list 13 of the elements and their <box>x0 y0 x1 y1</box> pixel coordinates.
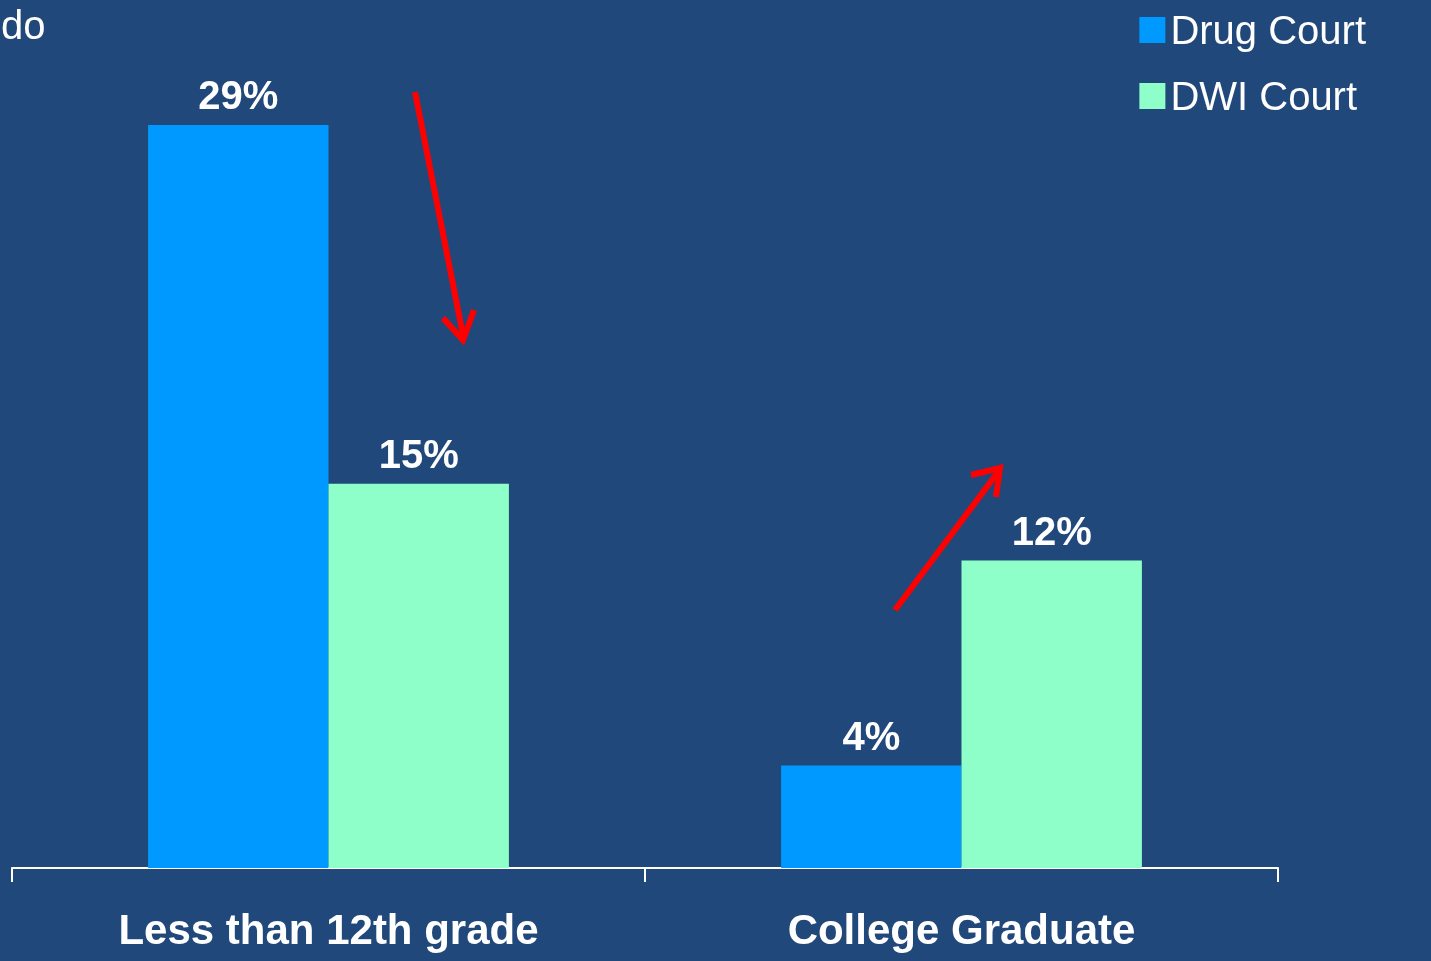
data-label: 12% <box>1011 508 1092 553</box>
data-label: 29% <box>198 73 279 117</box>
data-label: 4% <box>842 713 901 758</box>
data-label: 15% <box>378 431 459 476</box>
legend-label: DWI Court <box>1170 74 1358 118</box>
legend-label: Drug Court <box>1170 8 1366 52</box>
x-tick-label: College Graduate <box>787 905 1136 953</box>
x-tick-label: Less than 12th grade <box>118 905 539 953</box>
chart-title: do <box>1 3 46 47</box>
bar <box>148 125 329 868</box>
bar <box>328 483 509 868</box>
bar <box>961 560 1142 868</box>
bar <box>781 765 962 868</box>
